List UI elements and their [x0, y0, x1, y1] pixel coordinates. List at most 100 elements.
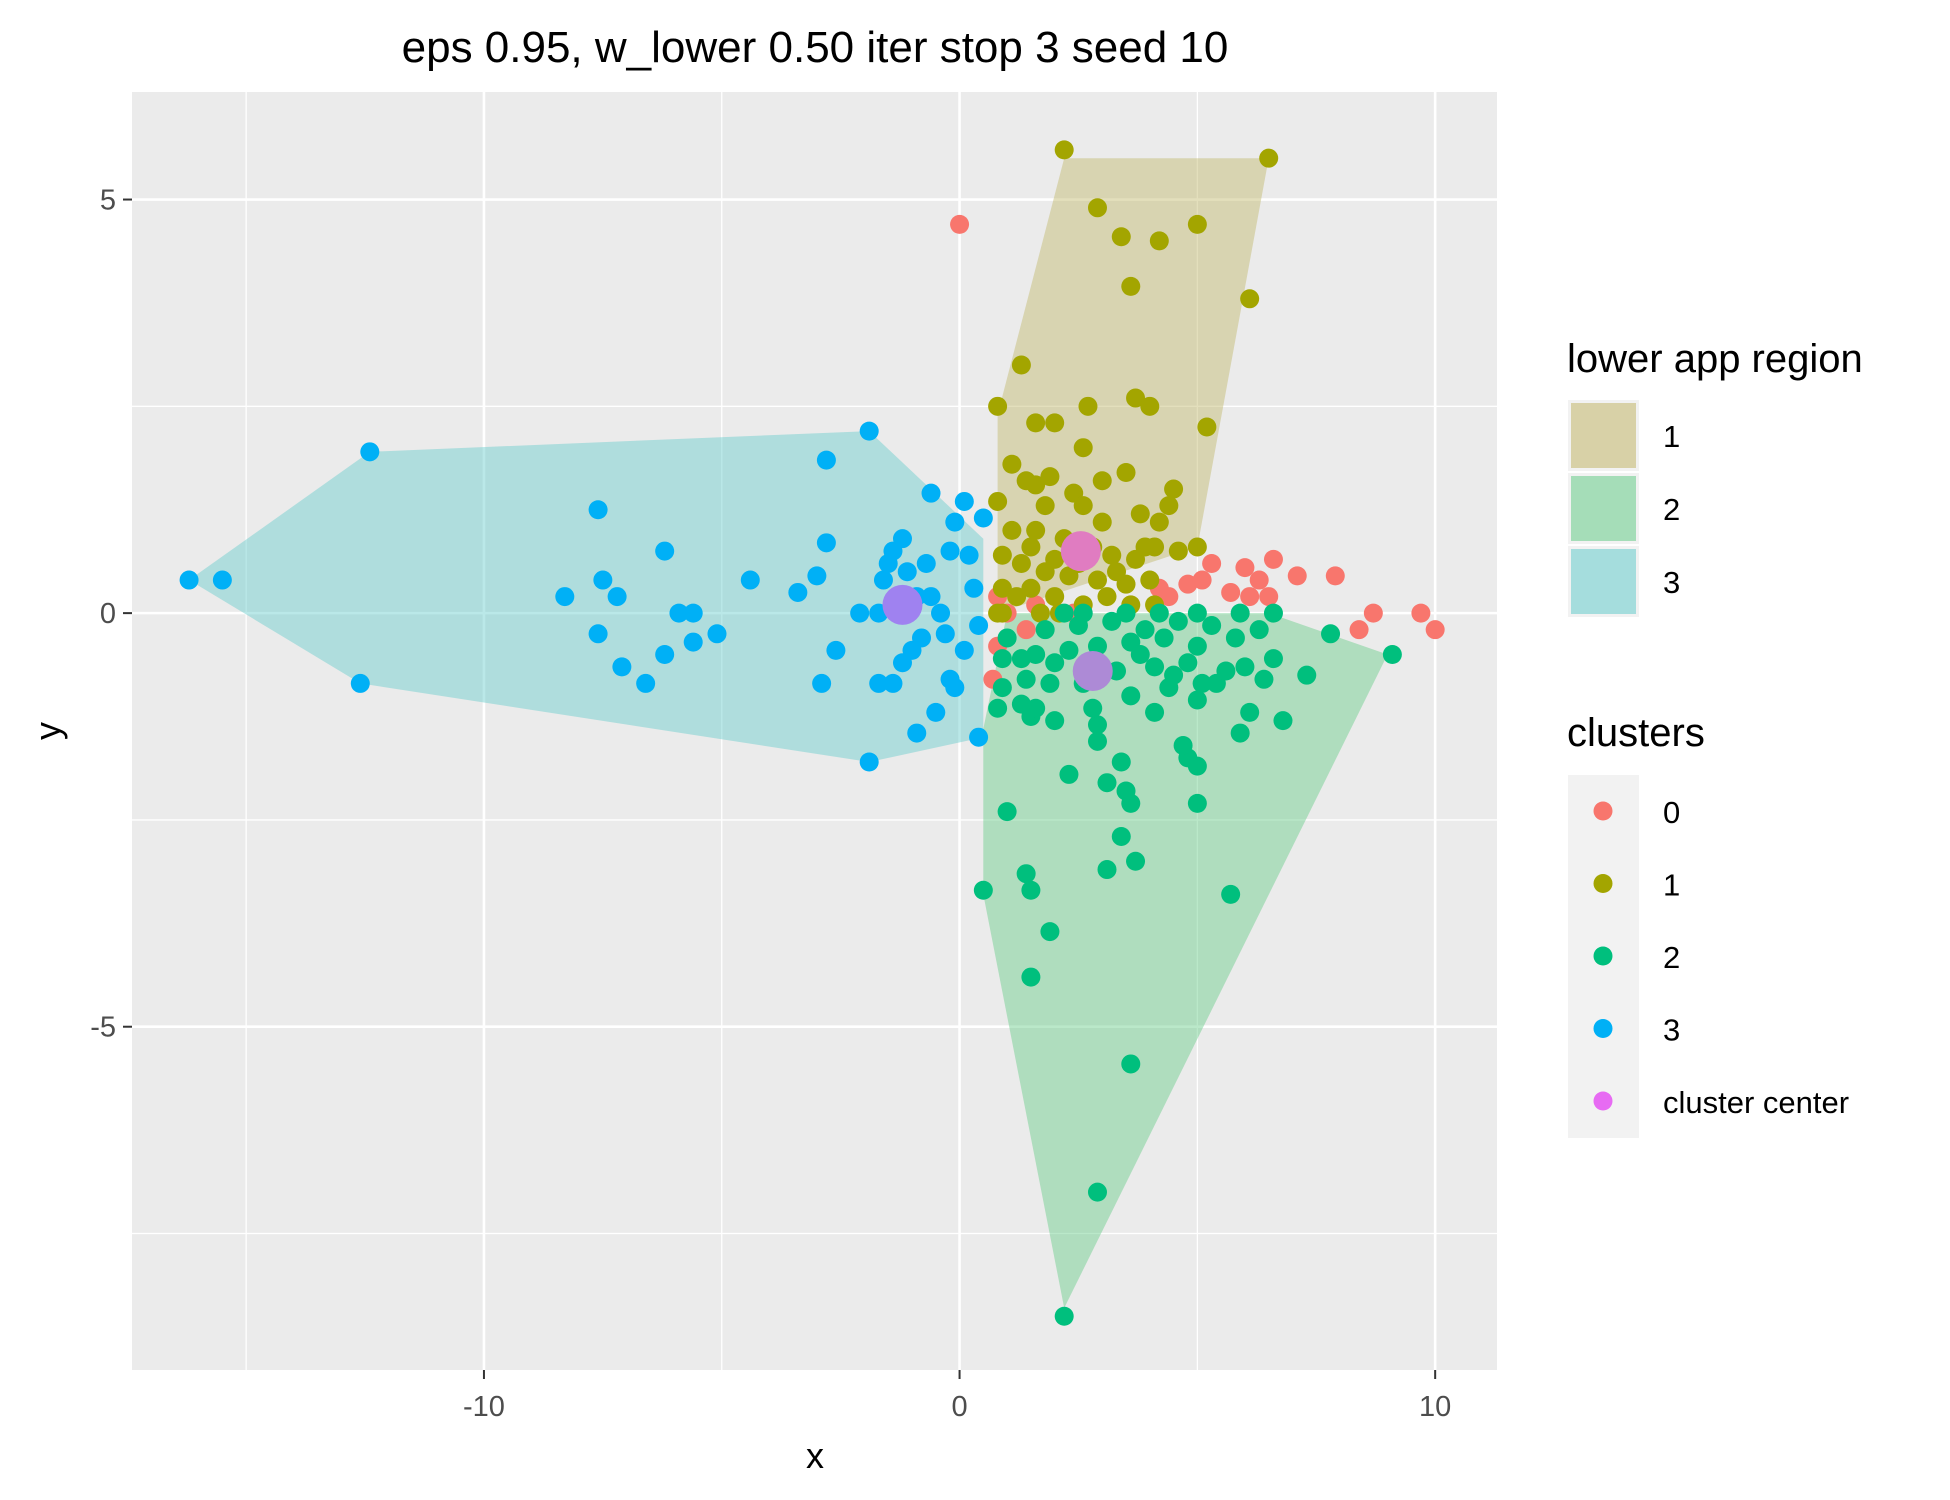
point-cluster-2-38 [1254, 669, 1274, 689]
point-cluster-3-15 [683, 632, 703, 652]
point-cluster-1-4 [1149, 231, 1169, 251]
minor-gridlines [132, 92, 1497, 1370]
point-cluster-2-52 [1026, 644, 1046, 664]
y-tick-label-0: -5 [90, 1012, 116, 1044]
point-cluster-2-71 [1187, 603, 1207, 623]
point-cluster-3-35 [916, 553, 936, 573]
point-cluster-2-0 [1054, 1306, 1074, 1326]
point-cluster-2-12 [1111, 826, 1131, 846]
point-cluster-2-57 [1187, 636, 1207, 656]
point-cluster-3-56 [945, 678, 965, 698]
point-cluster-0-0 [950, 214, 970, 234]
point-cluster-1-10 [1126, 388, 1146, 408]
point-cluster-2-69 [1116, 603, 1136, 623]
point-cluster-1-63 [1092, 471, 1112, 491]
point-cluster-1-13 [1197, 417, 1217, 437]
point-cluster-1-39 [1187, 537, 1207, 557]
legend-cluster-label-3: 3 [1663, 1013, 1680, 1048]
point-cluster-1-61 [1021, 537, 1041, 557]
point-cluster-0-9 [1202, 553, 1222, 573]
point-cluster-1-17 [1002, 454, 1022, 474]
point-cluster-2-42 [992, 678, 1012, 698]
tick-labels: -10 0 10 -5 0 5 [90, 185, 1451, 1423]
point-cluster-2-48 [1263, 649, 1283, 669]
point-cluster-1-15 [1045, 413, 1065, 433]
point-cluster-2-3 [1021, 967, 1041, 987]
x-tick-label-2: 10 [1419, 1391, 1451, 1423]
region-polygons [189, 158, 1388, 1308]
legend-cluster-dot-2 [1593, 946, 1613, 966]
legend-cluster-label-4: cluster center [1663, 1085, 1849, 1120]
point-cluster-2-79 [1235, 657, 1255, 677]
point-cluster-3-17 [740, 570, 760, 590]
point-cluster-1-49 [1021, 578, 1041, 598]
point-cluster-1-59 [1107, 562, 1127, 582]
legend-cluster-dot-1 [1593, 874, 1613, 893]
point-cluster-2-64 [1135, 620, 1155, 640]
legend-cluster-label-2: 2 [1663, 940, 1680, 975]
point-cluster-3-16 [707, 624, 727, 644]
axis-ticks [123, 198, 1437, 1379]
point-cluster-1-1 [1259, 148, 1279, 168]
point-cluster-2-18 [1111, 752, 1131, 772]
point-cluster-0-8 [1192, 570, 1212, 590]
point-cluster-3-25 [850, 603, 870, 623]
point-cluster-3-43 [964, 578, 984, 598]
point-cluster-3-14 [683, 603, 703, 623]
point-cluster-2-24 [1087, 715, 1107, 735]
point-cluster-1-21 [1040, 467, 1060, 487]
point-cluster-2-72 [1230, 603, 1250, 623]
point-cluster-1-40 [992, 545, 1012, 565]
point-cluster-3-21 [816, 450, 836, 470]
point-cluster-3-50 [892, 653, 912, 673]
legend-cluster-label-1: 1 [1663, 868, 1680, 903]
point-cluster-2-70 [1149, 603, 1169, 623]
point-cluster-3-10 [636, 673, 656, 693]
point-cluster-1-56 [1030, 603, 1050, 623]
region-3 [189, 431, 984, 762]
legend-cluster-label-0: 0 [1663, 795, 1680, 830]
point-cluster-2-77 [1192, 673, 1212, 693]
point-cluster-3-11 [655, 541, 675, 561]
point-cluster-1-0 [1054, 140, 1074, 160]
point-cluster-3-31 [892, 529, 912, 549]
y-tick-label-1: 0 [100, 598, 116, 630]
point-cluster-2-10 [1097, 860, 1117, 880]
point-cluster-2-63 [1102, 611, 1122, 631]
region-1 [997, 158, 1269, 614]
point-cluster-3-54 [912, 628, 932, 648]
point-cluster-3-42 [959, 545, 979, 565]
point-cluster-3-32 [897, 562, 917, 582]
point-cluster-1-28 [1130, 504, 1150, 524]
point-cluster-2-31 [1026, 698, 1046, 718]
point-cluster-3-8 [607, 587, 627, 607]
point-cluster-1-30 [1149, 512, 1169, 532]
point-cluster-2-61 [1035, 620, 1055, 640]
point-cluster-2-16 [1097, 773, 1117, 793]
point-cluster-2-21 [1173, 735, 1193, 755]
point-cluster-3-2 [360, 442, 380, 462]
point-cluster-1-7 [1121, 276, 1141, 296]
point-cluster-3-44 [969, 616, 989, 636]
x-tick-label-0: -10 [463, 1391, 505, 1423]
point-cluster-0-17 [1363, 603, 1383, 623]
point-cluster-2-45 [1145, 657, 1165, 677]
point-cluster-2-17 [1059, 764, 1079, 784]
point-cluster-3-37 [926, 702, 946, 722]
point-cluster-3-23 [812, 673, 832, 693]
point-cluster-2-25 [1273, 711, 1293, 731]
point-cluster-2-22 [1087, 731, 1107, 751]
point-cluster-3-1 [212, 570, 232, 590]
point-cluster-2-39 [1297, 665, 1317, 685]
point-cluster-2-6 [1021, 880, 1041, 900]
point-cluster-1-24 [988, 491, 1008, 511]
point-cluster-2-50 [1382, 644, 1402, 664]
point-cluster-1-6 [1240, 289, 1260, 309]
legend-cluster-dot-0 [1593, 801, 1613, 821]
legend-cluster-dot-3 [1593, 1019, 1613, 1038]
legend-clusters: clusters 0 1 2 3 cluster center [1567, 711, 1849, 1138]
point-cluster-1-8 [1011, 355, 1031, 375]
point-cluster-0-13 [1263, 549, 1283, 569]
point-cluster-2-74 [1011, 649, 1031, 669]
point-cluster-2-11 [997, 802, 1017, 822]
